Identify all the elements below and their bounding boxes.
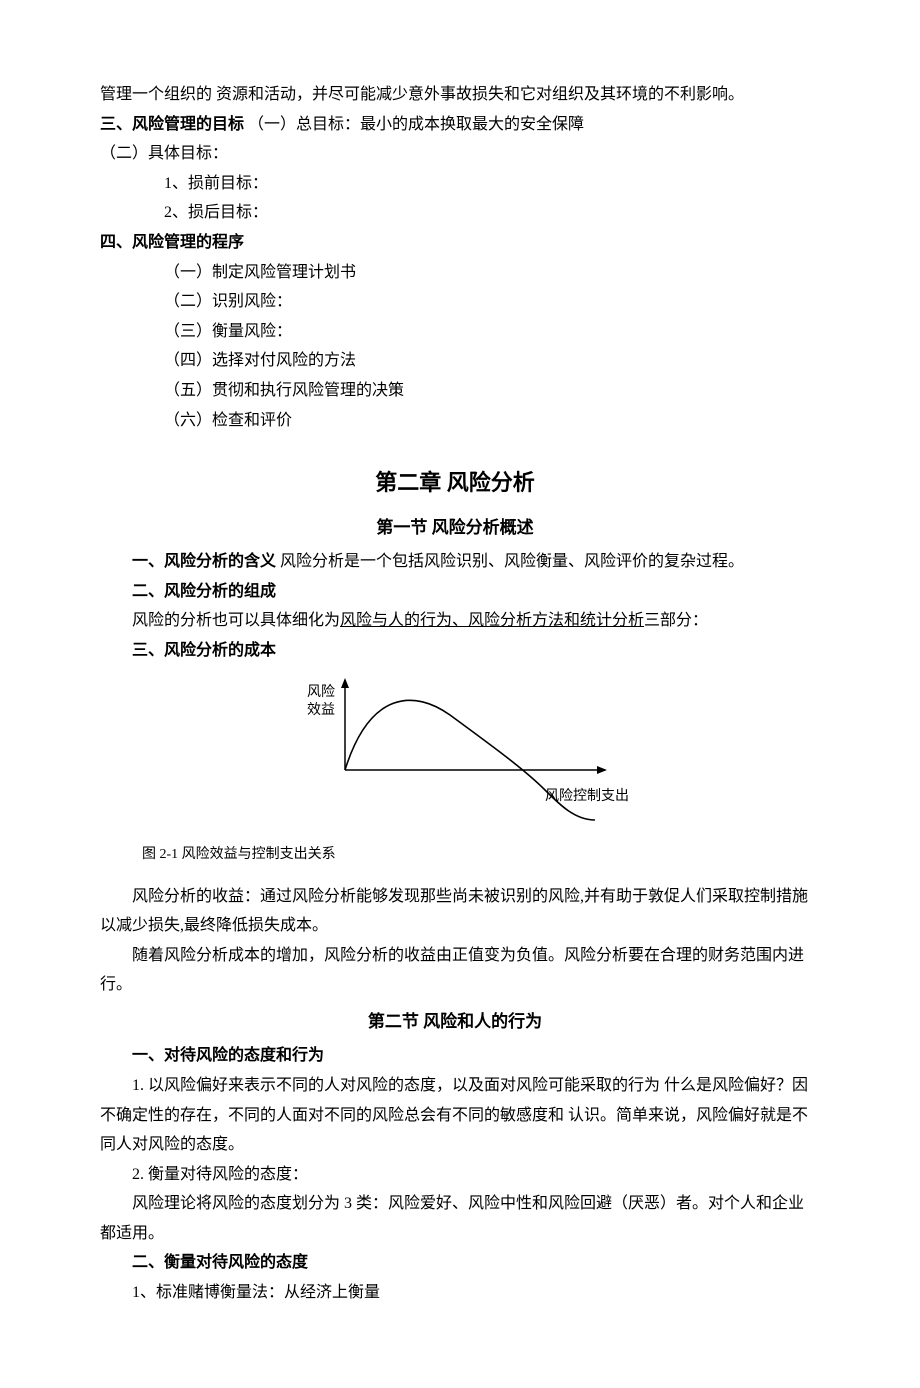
list-item: 2、损后目标： [100, 198, 810, 228]
paragraph: 2. 衡量对待风险的态度： [100, 1160, 810, 1190]
subsection-heading: 一、对待风险的态度和行为 [100, 1041, 810, 1071]
svg-text:风险: 风险 [307, 684, 335, 700]
underlined-text: 风险与人的行为、风险分析方法和统计分析 [340, 612, 644, 629]
subsection-heading: 一、风险分析的含义 [132, 553, 276, 570]
section-title: 第一节 风险分析概述 [100, 512, 810, 543]
heading-3: 三、风险管理的目标 [100, 116, 244, 133]
heading-line: 一、风险分析的含义 风险分析是一个包括风险识别、风险衡量、风险评价的复杂过程。 [100, 547, 810, 577]
figure-caption: 图 2-1 风险效益与控制支出关系 [100, 842, 810, 868]
paragraph: 管理一个组织的 资源和活动，并尽可能减少意外事故损失和它对组织及其环境的不利影响… [100, 80, 810, 110]
list-item: （四）选择对付风险的方法 [100, 346, 810, 376]
document-page: 管理一个组织的 资源和活动，并尽可能减少意外事故损失和它对组织及其环境的不利影响… [0, 0, 920, 1388]
list-item: （一）制定风险管理计划书 [100, 258, 810, 288]
subsection-heading: 二、衡量对待风险的态度 [100, 1248, 810, 1278]
subsection-heading: 三、风险分析的成本 [100, 636, 810, 666]
text-suffix: 三部分： [644, 612, 708, 629]
subsection-tail: 风险分析是一个包括风险识别、风险衡量、风险评价的复杂过程。 [276, 553, 744, 570]
paragraph: 1、标准赌博衡量法：从经济上衡量 [100, 1278, 810, 1308]
paragraph: 风险的分析也可以具体细化为风险与人的行为、风险分析方法和统计分析三部分： [100, 606, 810, 636]
chapter-title: 第二章 风险分析 [100, 463, 810, 504]
graph-container: 风险效益风险控制支出 [100, 670, 810, 840]
list-item: 1、损前目标： [100, 169, 810, 199]
text-prefix: 风险的分析也可以具体细化为 [132, 612, 340, 629]
sub-item: （二）具体目标： [100, 139, 810, 169]
list-item: （五）贯彻和执行风险管理的决策 [100, 376, 810, 406]
paragraph: 风险分析的收益：通过风险分析能够发现那些尚未被识别的风险,并有助于敦促人们采取控… [100, 882, 810, 941]
list-item: （三）衡量风险： [100, 317, 810, 347]
paragraph: 1. 以风险偏好来表示不同的人对风险的态度，以及面对风险可能采取的行为 什么是风… [100, 1071, 810, 1160]
subsection-heading: 二、风险分析的组成 [100, 577, 810, 607]
section-title: 第二节 风险和人的行为 [100, 1006, 810, 1037]
risk-benefit-graph: 风险效益风险控制支出 [275, 670, 635, 840]
heading-3-tail: （一）总目标：最小的成本换取最大的安全保障 [244, 116, 584, 133]
list-item: （二）识别风险： [100, 287, 810, 317]
paragraph: 风险理论将风险的态度划分为 3 类：风险爱好、风险中性和风险回避（厌恶）者。对个… [100, 1189, 810, 1248]
heading-4: 四、风险管理的程序 [100, 228, 810, 258]
list-item: （六）检查和评价 [100, 406, 810, 436]
heading-line: 三、风险管理的目标 （一）总目标：最小的成本换取最大的安全保障 [100, 110, 810, 140]
svg-text:风险控制支出: 风险控制支出 [545, 788, 629, 804]
svg-text:效益: 效益 [307, 702, 335, 718]
paragraph: 随着风险分析成本的增加，风险分析的收益由正值变为负值。风险分析要在合理的财务范围… [100, 941, 810, 1000]
